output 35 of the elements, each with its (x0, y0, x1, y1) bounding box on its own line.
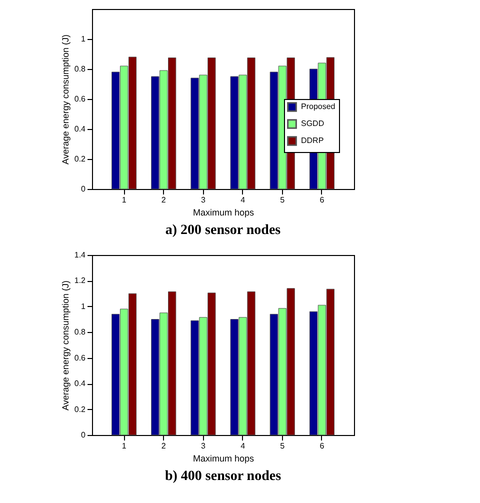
x-tick-label: 4 (240, 442, 246, 450)
y-tick-label: 1.4 (74, 250, 86, 260)
y-tick-label: 0.6 (74, 94, 86, 104)
y-axis-title: Average energy consumption (J) (60, 34, 70, 164)
x-tick-label: 6 (320, 442, 325, 450)
text: b) 400 sensor nodes (164, 469, 282, 484)
x-axis-title: Maximum hops (192, 208, 254, 218)
y-tick-label: 1 (81, 34, 86, 44)
x-tick-label: 5 (280, 442, 286, 450)
x-tick-label: 3 (200, 196, 206, 204)
legend-label: Proposed (301, 102, 336, 111)
y-tick-label: 1 (81, 302, 86, 311)
y-tick-label: 0 (81, 184, 86, 194)
x-tick-label: 6 (320, 196, 325, 204)
y-tick-label: 0.4 (74, 124, 86, 134)
x-axis-title: Maximum hops (192, 454, 254, 464)
x-tick-label: 2 (161, 442, 166, 450)
x-tick-label: 1 (122, 196, 127, 204)
x-tick-label: 2 (161, 196, 166, 204)
legend-label: DDRP (301, 136, 324, 145)
x-tick-label: 1 (122, 442, 127, 450)
y-tick-label: 0.4 (74, 379, 86, 388)
x-tick-label: 5 (280, 196, 286, 204)
y-tick-label: 1.2 (74, 276, 86, 286)
y-tick-label: 0.8 (74, 328, 86, 337)
y-axis-title: Average energy consumption (J) (60, 280, 70, 410)
y-tick-label: 0.2 (74, 154, 86, 164)
y-tick-label: 0.8 (74, 64, 86, 74)
legend-label: SGDD (301, 119, 324, 128)
text: a) 200 sensor nodes (165, 223, 282, 238)
y-tick-label: 0.6 (74, 353, 86, 362)
x-tick-label: 3 (200, 442, 206, 450)
y-tick-label: 0 (81, 430, 86, 440)
y-tick-label: 0.2 (74, 404, 86, 414)
x-tick-label: 4 (240, 196, 246, 204)
